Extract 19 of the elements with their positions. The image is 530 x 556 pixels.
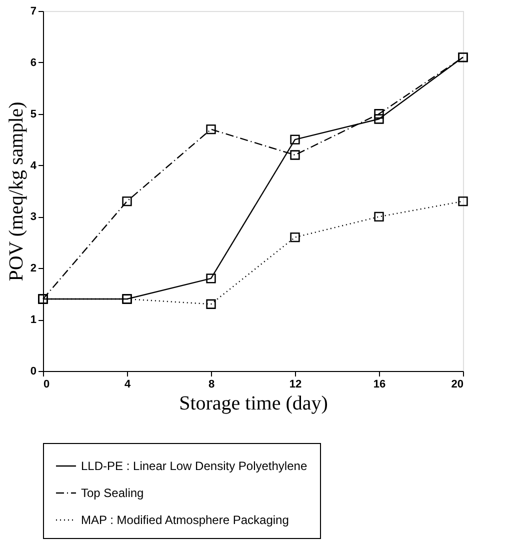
x-tick-label: 0 [44,378,50,390]
y-tick-label: 0 [30,366,36,378]
x-tick-label: 8 [208,378,215,390]
x-tick-label: 4 [124,378,132,390]
y-tick-label: 4 [30,160,38,172]
x-tick-label: 20 [451,378,464,390]
x-tick-label: 12 [289,378,302,390]
y-tick-label: 6 [30,56,36,69]
legend-label: LLD-PE : Linear Low Density Polyethylene [81,459,308,473]
x-axis-title: Storage time (day) [179,392,328,414]
y-tick-label: 7 [30,6,36,18]
legend-label: Top Sealing [81,486,144,500]
y-tick-label: 5 [30,108,36,120]
x-tick-label: 16 [373,378,386,390]
y-tick-label: 1 [30,314,36,326]
y-tick-label: 2 [30,262,36,275]
y-axis-title: POV (meq/kg sample) [5,102,28,282]
legend-label: MAP : Modified Atmosphere Packaging [81,513,289,527]
y-tick-label: 3 [30,211,36,224]
